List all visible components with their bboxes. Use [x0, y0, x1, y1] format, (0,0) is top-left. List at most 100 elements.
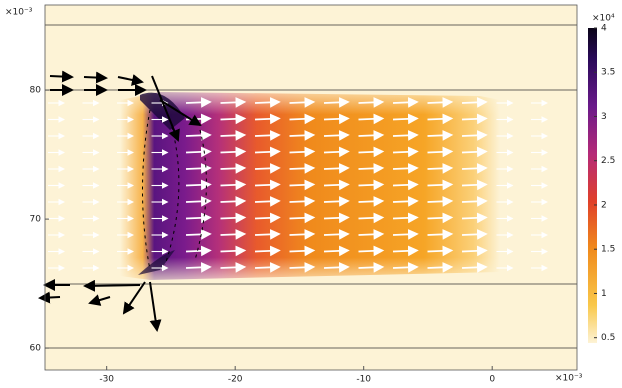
arrow	[323, 162, 350, 174]
arrow	[358, 195, 385, 207]
x-tick-label: 0	[489, 375, 495, 385]
arrow	[427, 179, 454, 191]
arrow	[427, 96, 454, 108]
colorbar-tick-label: 2	[601, 200, 607, 210]
black-arrows	[38, 70, 202, 332]
arrow	[254, 261, 281, 273]
colorbar-tick-label: 1.5	[601, 245, 615, 255]
arrow	[289, 228, 316, 240]
arrow	[289, 179, 316, 191]
axis-multiplier: ×10⁻³	[5, 8, 33, 18]
arrow	[185, 195, 212, 207]
arrow	[220, 245, 247, 257]
streamline	[194, 129, 207, 261]
arrow	[185, 179, 212, 191]
boundaries	[45, 24, 577, 349]
arrow	[254, 113, 281, 125]
y-tick-label: 60	[30, 344, 42, 354]
arrow	[254, 228, 281, 240]
arrow	[323, 195, 350, 207]
colorbar-tick-label: 2.5	[601, 156, 615, 166]
arrow	[392, 228, 419, 240]
arrow	[392, 96, 419, 108]
plot-area	[38, 4, 578, 371]
arrow	[122, 281, 146, 315]
arrow	[323, 228, 350, 240]
arrow	[185, 96, 212, 108]
y-tick-label: 80	[30, 86, 42, 96]
arrow	[392, 245, 419, 257]
arrow	[220, 195, 247, 207]
arrow	[461, 228, 488, 240]
colorbar-tick-label: 0.5	[601, 333, 615, 343]
streamline	[164, 119, 180, 266]
arrow	[358, 212, 385, 224]
arrow	[323, 245, 350, 257]
arrow	[220, 96, 247, 108]
arrow	[427, 228, 454, 240]
arrow	[323, 129, 350, 141]
arrow	[185, 129, 212, 141]
arrow	[323, 179, 350, 191]
arrow	[358, 162, 385, 174]
arrow	[289, 245, 316, 257]
arrow	[185, 245, 212, 257]
arrow	[220, 179, 247, 191]
arrow	[254, 179, 281, 191]
colorbar-tick-label: 3	[601, 112, 607, 122]
arrow	[392, 195, 419, 207]
arrow	[358, 228, 385, 240]
x-tick-label: -30	[99, 375, 114, 385]
x-tick-label: -20	[228, 375, 243, 385]
colorbar-tick-label: 3.5	[601, 68, 615, 78]
arrow	[88, 294, 111, 306]
arrow	[149, 281, 162, 332]
colorbar-multiplier: ×10⁴	[592, 14, 615, 24]
arrow	[159, 99, 202, 127]
arrow	[185, 228, 212, 240]
arrow	[220, 129, 247, 141]
arrow	[392, 162, 419, 174]
arrow	[392, 261, 419, 273]
hotspot	[138, 250, 175, 275]
streamline	[142, 109, 151, 271]
arrow	[427, 113, 454, 125]
arrow	[254, 195, 281, 207]
arrow	[220, 228, 247, 240]
arrow	[289, 129, 316, 141]
colorbar	[588, 28, 597, 343]
colorbar-tick-label: 1	[601, 289, 607, 299]
arrow	[461, 179, 488, 191]
arrow	[254, 146, 281, 158]
arrow	[83, 71, 108, 84]
arrow	[220, 146, 247, 158]
arrow	[358, 245, 385, 257]
arrow	[254, 245, 281, 257]
arrow	[427, 129, 454, 141]
arrow	[289, 162, 316, 174]
arrow	[427, 245, 454, 257]
arrow	[49, 70, 74, 83]
arrow	[220, 212, 247, 224]
arrow	[254, 212, 281, 224]
arrow	[392, 113, 419, 125]
arrow	[220, 113, 247, 125]
plot-frame	[44, 4, 578, 371]
arrow	[358, 261, 385, 273]
streamlines	[142, 109, 207, 271]
arrow	[358, 129, 385, 141]
arrow	[392, 146, 419, 158]
arrow	[289, 146, 316, 158]
arrow	[254, 162, 281, 174]
arrow	[461, 129, 488, 141]
hotspot	[140, 92, 185, 130]
arrow	[461, 146, 488, 158]
arrow	[461, 96, 488, 108]
arrow	[392, 179, 419, 191]
colorbar-tick-label: 4	[601, 24, 607, 34]
arrow	[427, 212, 454, 224]
arrow	[185, 146, 212, 158]
arrow	[358, 179, 385, 191]
arrow	[461, 261, 488, 273]
arrow	[289, 195, 316, 207]
